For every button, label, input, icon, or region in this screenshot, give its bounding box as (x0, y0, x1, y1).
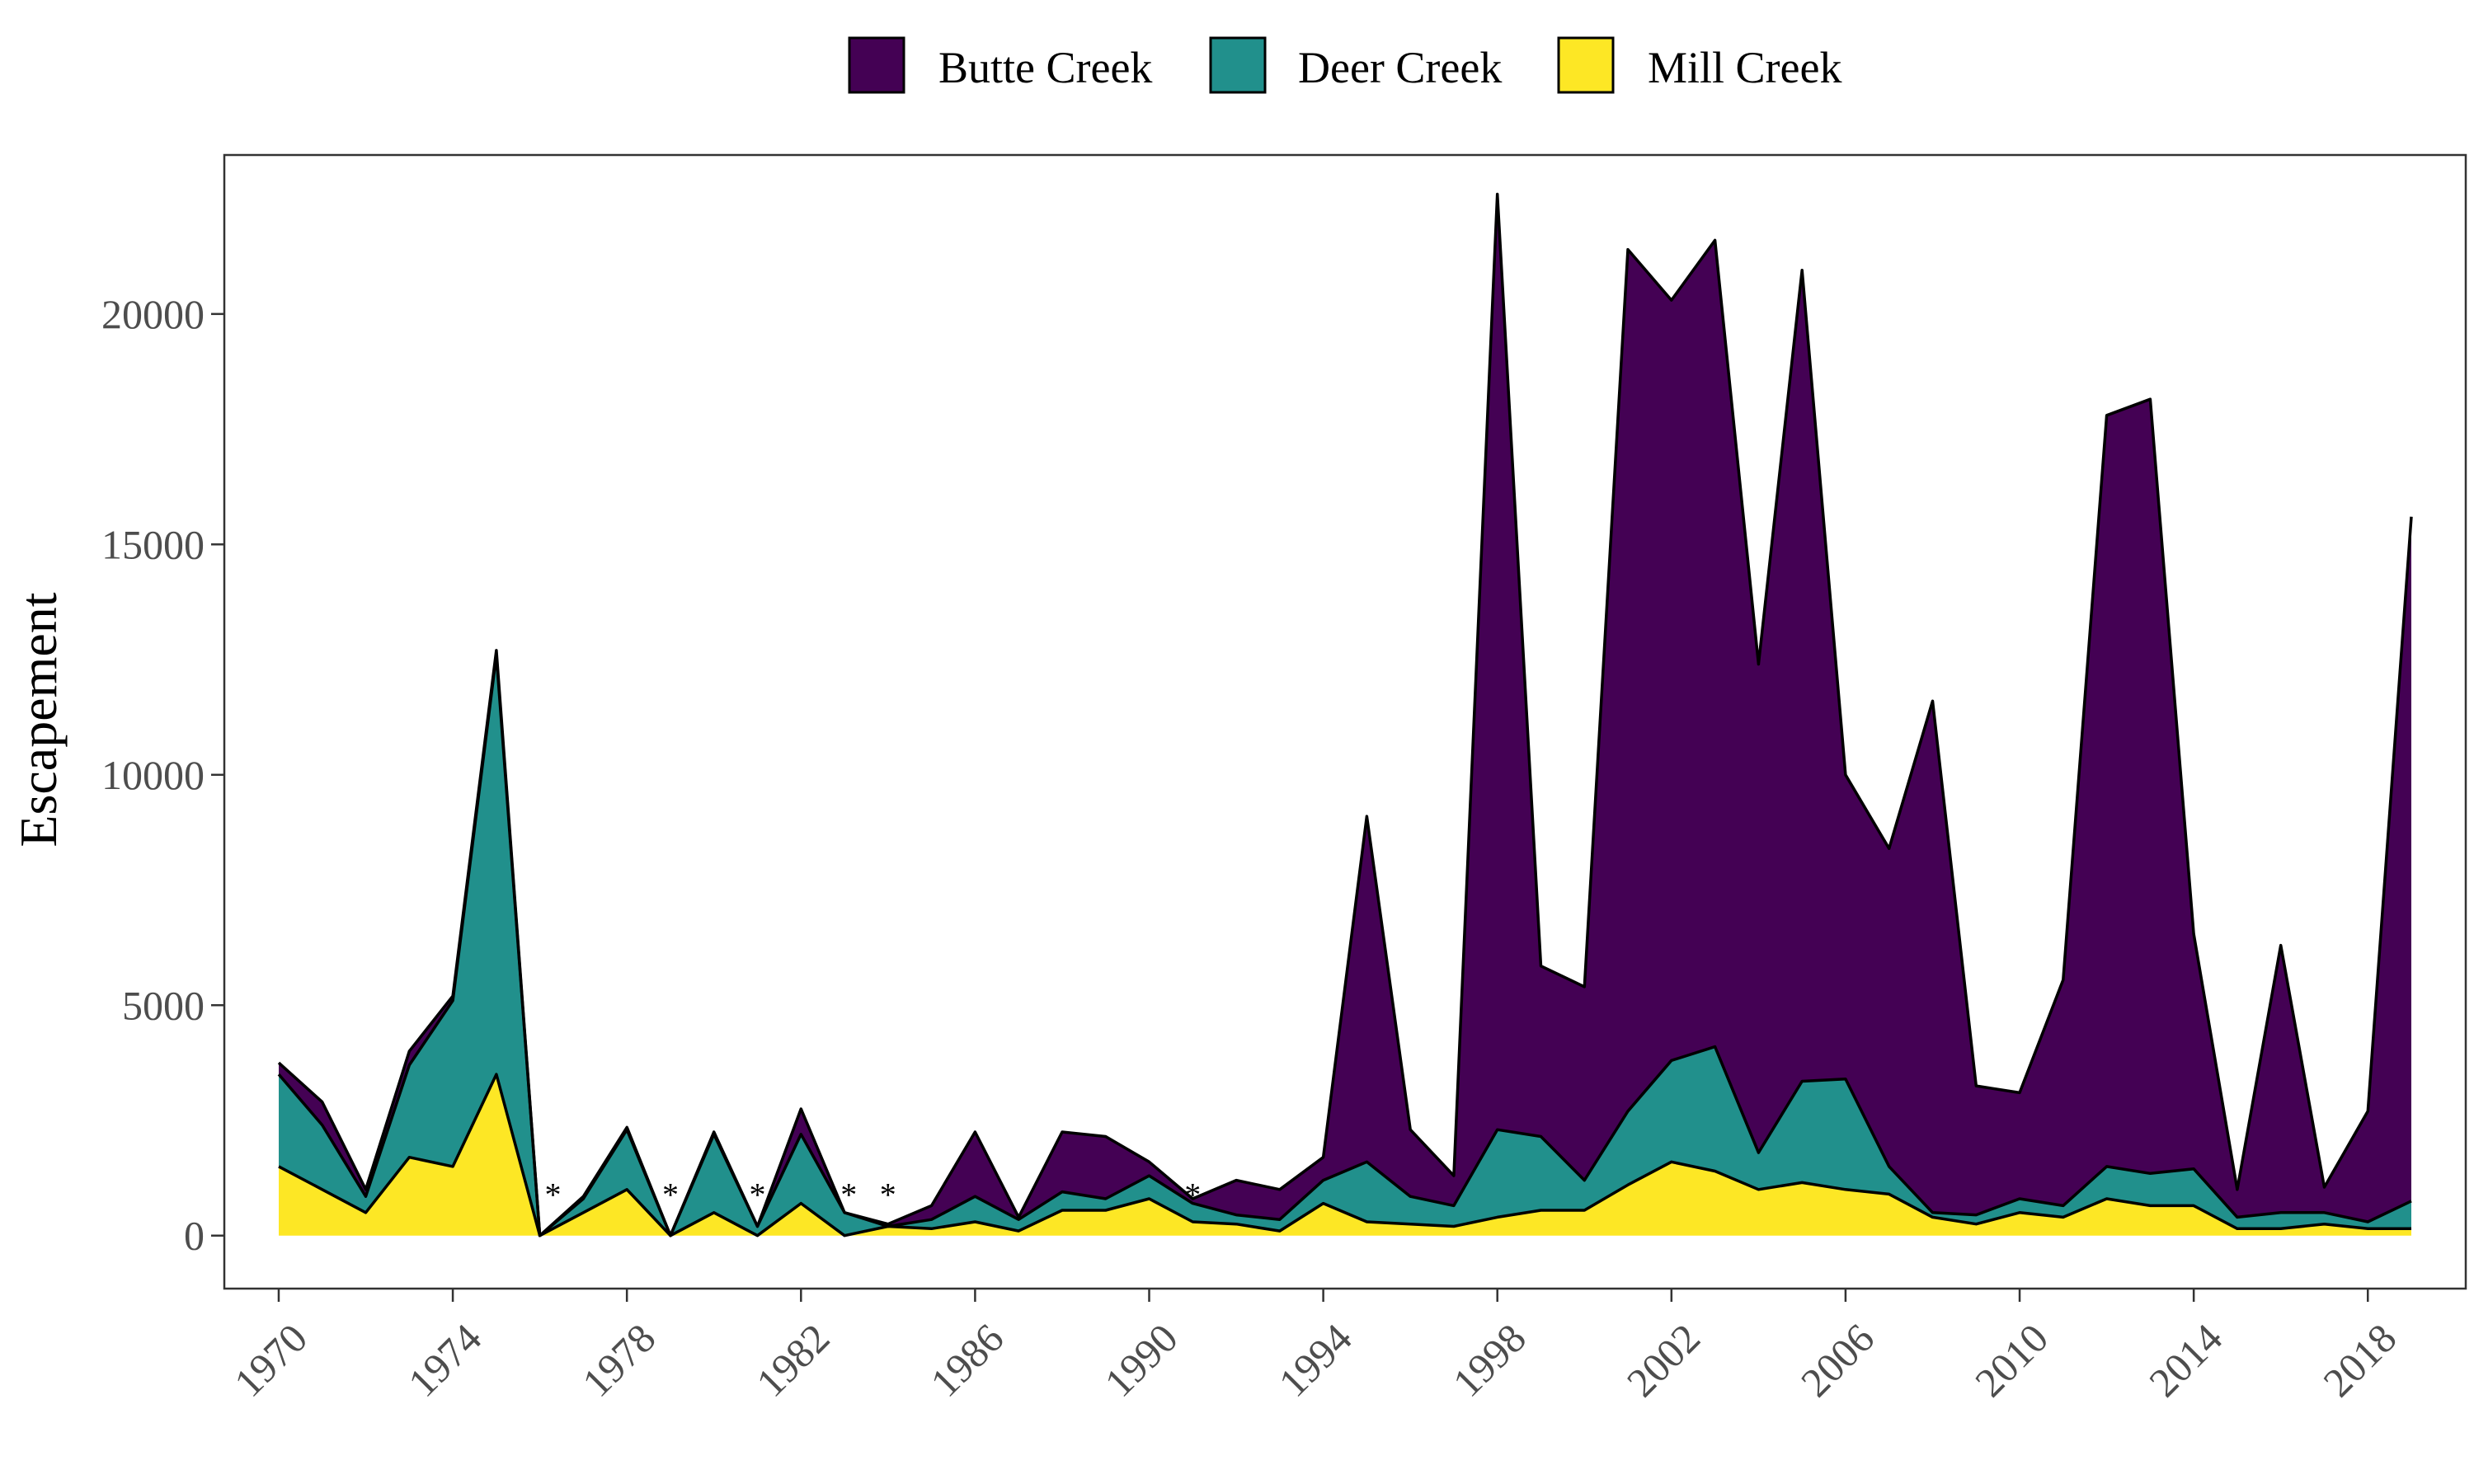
y-tick-label: 15000 (101, 521, 205, 567)
legend-item-deer: Deer Creek (1209, 36, 1502, 94)
x-tick-label: 2010 (1966, 1315, 2057, 1406)
area-butte-creek (279, 194, 2411, 1236)
y-axis: 0 5000 10000 15000 20000 (101, 291, 224, 1259)
area-deer-creek (279, 655, 2411, 1236)
x-tick-label: 2018 (2314, 1315, 2405, 1406)
x-tick-label: 1986 (921, 1315, 1012, 1406)
annotation-asterisk: * (662, 1176, 679, 1214)
x-tick-label: 1990 (1095, 1315, 1186, 1406)
y-tick-label: 20000 (101, 291, 205, 337)
legend-label-deer: Deer Creek (1298, 43, 1502, 92)
legend-swatch-butte (848, 36, 905, 94)
annotation-asterisk: * (840, 1176, 857, 1214)
area-mill-creek (279, 1074, 2411, 1236)
legend: Butte Creek Deer Creek Mill Creek (848, 36, 1841, 94)
x-tick-label: 1998 (1444, 1315, 1535, 1406)
x-tick-label: 2014 (2140, 1315, 2231, 1406)
legend-label-mill: Mill Creek (1648, 43, 1841, 92)
area-layers (277, 192, 2413, 1237)
annotation-asterisk: * (1184, 1176, 1201, 1214)
outline-deer-creek (277, 653, 2412, 1237)
x-tick-label: 1982 (747, 1315, 838, 1406)
legend-item-butte: Butte Creek (848, 36, 1152, 94)
legend-swatch-deer (1209, 36, 1267, 94)
y-tick-label: 10000 (101, 752, 205, 798)
x-tick-label: 2002 (1618, 1315, 1709, 1406)
y-tick-label: 0 (184, 1213, 205, 1259)
annotations: * * * * * * (545, 1176, 1202, 1214)
x-tick-label: 1978 (573, 1315, 664, 1406)
outline-mill-creek (278, 1073, 2411, 1237)
legend-item-mill: Mill Creek (1557, 36, 1841, 94)
x-axis: 1970 1974 1978 1982 1986 1990 1994 1998 2002 2006… (225, 1289, 2405, 1406)
legend-label-butte: Butte Creek (938, 43, 1152, 92)
annotation-asterisk: * (880, 1176, 896, 1214)
x-tick-label: 1974 (399, 1315, 490, 1406)
x-tick-label: 2006 (1792, 1315, 1883, 1406)
annotation-asterisk: * (545, 1176, 562, 1214)
annotation-asterisk: * (750, 1176, 766, 1214)
y-tick-label: 5000 (122, 982, 205, 1028)
legend-swatch-mill (1557, 36, 1615, 94)
x-tick-label: 1994 (1270, 1315, 1361, 1406)
x-tick-label: 1970 (225, 1315, 316, 1406)
y-axis-title: Escapement (9, 592, 68, 847)
plot-panel-border (223, 153, 2467, 1290)
